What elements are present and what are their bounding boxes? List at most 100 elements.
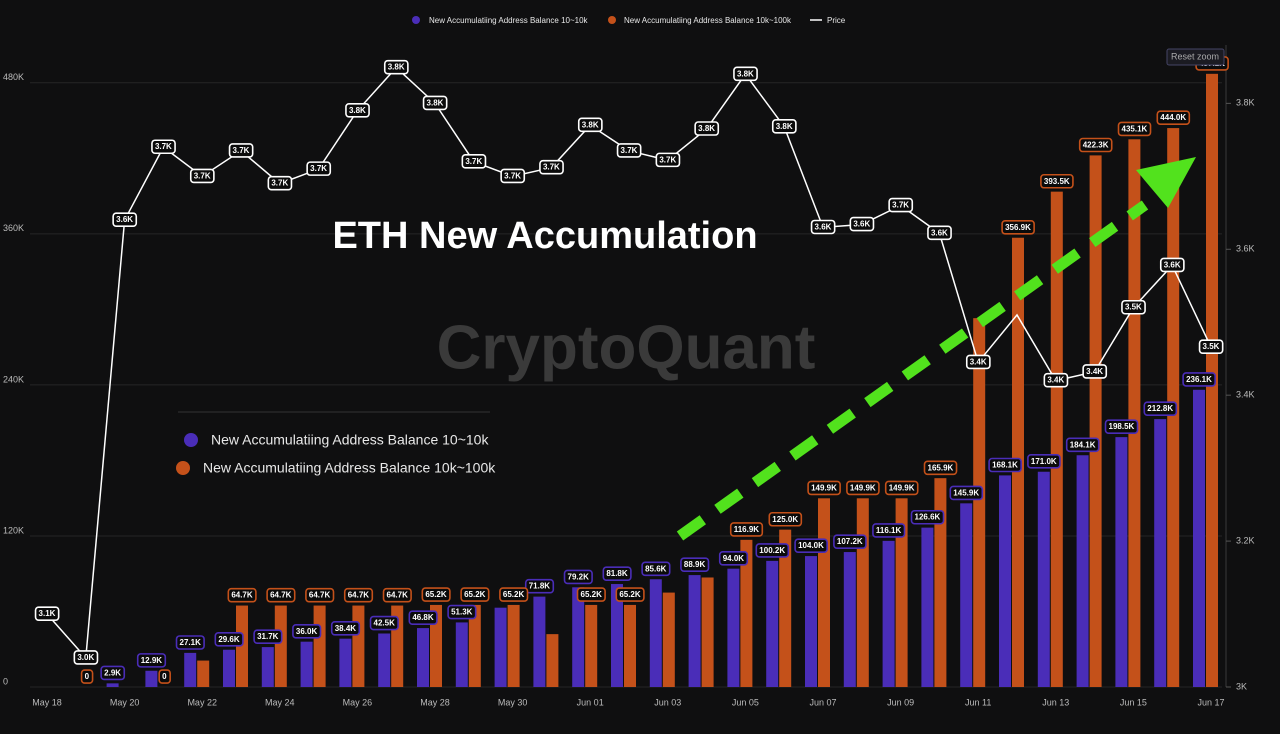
data-label: 65.2K (425, 590, 447, 599)
bar (921, 527, 934, 687)
data-label-box (382, 587, 412, 603)
data-label: 65.2K (619, 590, 641, 599)
data-label: 165.9K (928, 463, 954, 472)
bar (274, 605, 287, 687)
data-label: 81.8K (606, 569, 628, 578)
data-label: 3.4K (970, 357, 987, 366)
data-label-box (175, 635, 205, 650)
bar (533, 596, 546, 687)
data-label-box (1198, 339, 1224, 354)
data-label: 65.2K (503, 590, 525, 599)
data-label-box (73, 650, 99, 665)
bar (313, 605, 326, 687)
data-label-box (576, 587, 606, 602)
data-label: 36.0K (296, 627, 318, 636)
data-label: 104.0K (798, 541, 824, 550)
data-label: 444.0K (1160, 113, 1186, 122)
arrow-shaft (676, 200, 1149, 541)
data-label-box (100, 665, 126, 681)
data-label-box (136, 653, 167, 668)
legend-swatch (176, 461, 190, 475)
data-label-box (227, 587, 257, 603)
trend-arrow (676, 157, 1196, 541)
data-label: 145.9K (953, 488, 979, 497)
legend-label: New Accumulatiing Address Balance 10k~10… (624, 16, 792, 25)
bar (1193, 389, 1205, 687)
button-box[interactable] (1166, 48, 1225, 66)
legend-swatch (608, 16, 616, 24)
bar (507, 604, 520, 687)
data-label: 3.8K (349, 106, 366, 115)
data-label: 3.8K (737, 69, 754, 78)
data-label-box (733, 66, 758, 82)
data-label: 3.7K (271, 179, 288, 188)
x-tick-label: Jun 15 (1120, 697, 1147, 707)
bar (779, 529, 792, 687)
data-label-box (80, 669, 94, 684)
data-label: 393.5K (1044, 177, 1070, 186)
bar (572, 587, 585, 687)
data-label: 236.1K (1186, 375, 1212, 384)
button-label[interactable]: Reset zoom (1171, 51, 1219, 61)
labels: 2.9K 12.9K 27.1K 29.6K 31.7K 36.0K 38.4K 42.5K 4… (34, 56, 1229, 684)
y-tick-label: 480K (3, 72, 24, 82)
legend-label: New Accumulatiing Address Balance 10k~10… (203, 460, 496, 476)
data-label: 3.7K (233, 146, 250, 155)
data-label-box (1043, 372, 1069, 388)
data-label: 126.6K (915, 513, 941, 522)
bar (468, 604, 481, 687)
x-tick-label: May 24 (265, 697, 295, 707)
bar (662, 592, 675, 687)
x-tick-label: May 20 (110, 697, 140, 707)
data-label: 3.4K (1047, 376, 1064, 385)
data-label-box (729, 522, 764, 537)
data-label-box (680, 557, 710, 572)
data-label: 88.9K (684, 560, 706, 569)
data-label: 51.3K (451, 608, 473, 617)
data-label: 116.1K (876, 526, 902, 535)
y-tick-label: 240K (3, 374, 24, 384)
data-label: 64.7K (348, 591, 370, 600)
y2-tick-label: 3.4K (1236, 390, 1255, 400)
x-tick-label: Jun 07 (809, 697, 836, 707)
bar (455, 622, 468, 687)
data-label-box (1117, 121, 1152, 137)
data-label-box (1104, 419, 1139, 435)
reset-zoom-button[interactable]: Reset zoom (1166, 48, 1225, 66)
data-label-box (1040, 173, 1074, 189)
data-label-box (266, 587, 296, 603)
bar (701, 577, 714, 687)
bar (882, 540, 895, 687)
data-label-box (369, 615, 399, 631)
data-label-box (884, 480, 919, 496)
data-label: 2.9K (104, 668, 121, 677)
x-tick-label: Jun 11 (965, 697, 991, 707)
bar (378, 633, 391, 687)
data-label-box (461, 154, 487, 169)
data-label: 79.2K (568, 572, 590, 581)
x-tick-label: May 18 (32, 697, 62, 707)
data-label-box (965, 354, 991, 370)
data-label: 3.6K (853, 220, 870, 229)
data-label: 0 (162, 672, 167, 681)
data-label: 149.9K (889, 483, 915, 492)
data-label: 3.5K (1203, 342, 1220, 351)
bar (145, 670, 158, 687)
y-tick-label: 360K (3, 223, 24, 233)
x-tick-label: May 30 (498, 697, 528, 707)
y2-tick-label: 3.2K (1236, 535, 1255, 545)
data-label: 149.9K (850, 483, 876, 492)
data-label-box (292, 623, 322, 639)
top-legend: New Accumulatiing Address Balance 10~10k… (412, 16, 846, 25)
bar (688, 575, 701, 687)
bar (197, 660, 210, 687)
bar (843, 552, 856, 687)
data-label-box (539, 159, 564, 175)
y2-tick-label: 3K (1236, 681, 1247, 691)
data-label-box (1182, 372, 1216, 387)
data-label: 3.7K (310, 164, 327, 173)
bar (727, 568, 740, 687)
data-label: 3.6K (931, 228, 948, 237)
data-label-box (988, 457, 1022, 473)
